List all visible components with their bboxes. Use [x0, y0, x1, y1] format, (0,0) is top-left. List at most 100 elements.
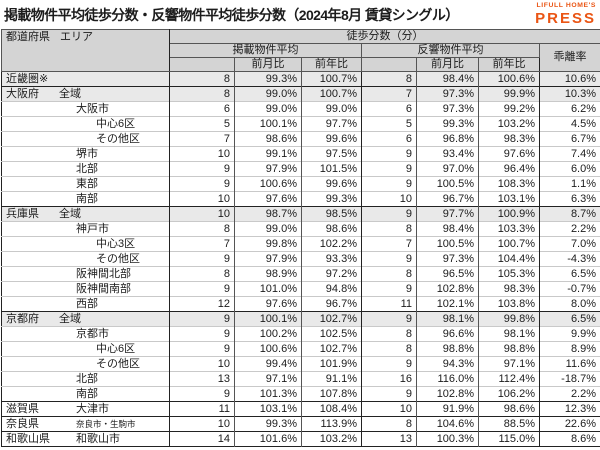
table-row: 西部 12 97.6% 96.7% 11 102.1% 103.8% 8.0% — [1, 296, 600, 312]
area-label: 中心6区 — [96, 118, 136, 130]
area-label: 西部 — [76, 298, 98, 310]
table-row: 南部 9 101.3% 107.8% 9 102.8% 106.2% 2.2% — [1, 386, 600, 402]
listed-mom-cell: 97.1% — [234, 371, 302, 387]
deviation-rate-cell: 22.6% — [538, 416, 600, 432]
listed-yoy-cell: 98.6% — [301, 221, 362, 237]
area-label: 南部 — [76, 193, 98, 205]
deviation-rate-cell: 6.3% — [538, 191, 600, 207]
area-cell: 堺市 — [2, 147, 170, 162]
response-yoy-cell: 99.2% — [478, 101, 540, 117]
listed-yoy-cell: 100.7% — [301, 86, 362, 102]
logo-brand-main: PRESS — [535, 9, 596, 27]
response-mom-cell: 97.0% — [416, 161, 479, 177]
table-row: 滋賀県 大津市 11 103.1% 108.4% 10 91.9% 98.6% 12.3% — [1, 401, 600, 417]
deviation-rate-cell: 4.5% — [538, 116, 600, 132]
listed-mom-cell: 99.3% — [234, 416, 302, 432]
listed-avg-cell: 5 — [169, 116, 235, 132]
response-yoy-cell: 97.6% — [478, 146, 540, 162]
table-row: 北部 13 97.1% 91.1% 16 116.0% 112.4% -18.7% — [1, 371, 600, 387]
area-cell: 近畿圏※ — [1, 71, 170, 87]
response-yoy-cell: 99.9% — [478, 86, 540, 102]
deviation-rate-cell: 8.7% — [538, 206, 600, 222]
deviation-rate-cell: 12.3% — [538, 401, 600, 417]
listed-yoy-cell: 102.7% — [301, 341, 362, 357]
table-row: 和歌山県 和歌山市 14 101.6% 103.2% 13 100.3% 115.0% 8.6% — [1, 431, 600, 447]
area-label: 全域 — [59, 313, 81, 325]
header-listed-avg: 掲載物件平均 — [169, 43, 362, 58]
area-cell: 阪神間南部 — [2, 282, 170, 297]
listed-avg-cell: 12 — [169, 296, 235, 312]
listed-mom-cell: 100.1% — [234, 116, 302, 132]
listed-avg-cell: 8 — [169, 221, 235, 237]
area-cell: 南部 — [2, 192, 170, 207]
table-row: 堺市 10 99.1% 97.5% 9 93.4% 97.6% 7.4% — [1, 146, 600, 162]
response-yoy-cell: 98.8% — [478, 341, 540, 357]
listed-avg-cell: 7 — [169, 236, 235, 252]
response-yoy-cell: 96.4% — [478, 161, 540, 177]
area-label: 北部 — [76, 163, 98, 175]
listed-avg-cell: 11 — [169, 401, 235, 417]
deviation-rate-cell: 10.3% — [538, 86, 600, 102]
response-mom-cell: 97.7% — [416, 206, 479, 222]
deviation-rate-cell: 11.6% — [538, 356, 600, 372]
area-label: その他区 — [96, 358, 140, 370]
area-cell: 奈良県 奈良市・生駒市 — [2, 417, 170, 432]
response-mom-cell: 93.4% — [416, 146, 479, 162]
area-label: 奈良市・生駒市 — [76, 419, 136, 429]
listed-yoy-cell: 102.5% — [301, 326, 362, 342]
deviation-rate-cell: 2.2% — [538, 386, 600, 402]
listed-mom-cell: 99.1% — [234, 146, 302, 162]
area-cell: 北部 — [2, 372, 170, 387]
area-cell: 京都府 全域 — [1, 311, 170, 327]
listed-avg-cell: 7 — [169, 131, 235, 147]
table-row: 大阪市 6 99.0% 99.0% 6 97.3% 99.2% 6.2% — [1, 101, 600, 117]
area-label: 南部 — [76, 388, 98, 400]
response-avg-cell: 16 — [361, 371, 417, 387]
listed-yoy-cell: 96.7% — [301, 296, 362, 312]
area-label: 北部 — [76, 373, 98, 385]
listed-avg-cell: 10 — [169, 146, 235, 162]
prefecture-label: 滋賀県 — [6, 403, 39, 415]
response-mom-cell: 100.5% — [416, 176, 479, 192]
response-yoy-cell: 98.3% — [478, 131, 540, 147]
response-mom-cell: 96.8% — [416, 131, 479, 147]
listed-yoy-cell: 93.3% — [301, 251, 362, 267]
deviation-rate-cell: 8.9% — [538, 341, 600, 357]
listed-yoy-cell: 108.4% — [301, 401, 362, 417]
response-avg-cell: 9 — [361, 206, 417, 222]
listed-yoy-cell: 102.2% — [301, 236, 362, 252]
table-row: 中心6区 5 100.1% 97.7% 5 99.3% 103.2% 4.5% — [1, 116, 600, 132]
listed-yoy-cell: 99.0% — [301, 101, 362, 117]
deviation-rate-cell: 6.0% — [538, 161, 600, 177]
listed-mom-cell: 100.6% — [234, 176, 302, 192]
area-label: 阪神間南部 — [76, 283, 131, 295]
header-response-avg: 反響物件平均 — [361, 43, 540, 58]
figure-title: 掲載物件平均徒歩分数・反響物件平均徒歩分数（2024年8月 賃貸シングル） — [4, 6, 459, 23]
table-row: 北部 9 97.9% 101.5% 9 97.0% 96.4% 6.0% — [1, 161, 600, 177]
response-avg-cell: 9 — [361, 176, 417, 192]
area-label: 阪神間北部 — [76, 268, 131, 280]
listed-yoy-cell: 97.5% — [301, 146, 362, 162]
response-mom-cell: 100.3% — [416, 431, 479, 447]
listed-mom-cell: 100.1% — [234, 311, 302, 327]
response-mom-cell: 96.7% — [416, 191, 479, 207]
listed-mom-cell: 100.2% — [234, 326, 302, 342]
deviation-rate-cell: 7.0% — [538, 236, 600, 252]
deviation-rate-cell: 7.4% — [538, 146, 600, 162]
listed-yoy-cell: 97.2% — [301, 266, 362, 282]
response-avg-cell: 9 — [361, 386, 417, 402]
prefecture-label: 大阪府 — [6, 88, 39, 100]
response-mom-cell: 102.1% — [416, 296, 479, 312]
response-avg-cell: 9 — [361, 356, 417, 372]
listed-mom-cell: 97.6% — [234, 191, 302, 207]
listed-mom-cell: 101.0% — [234, 281, 302, 297]
response-yoy-cell: 100.6% — [478, 71, 540, 87]
table-row: 東部 9 100.6% 99.6% 9 100.5% 108.3% 1.1% — [1, 176, 600, 192]
response-avg-cell: 6 — [361, 101, 417, 117]
listed-avg-cell: 10 — [169, 206, 235, 222]
listed-avg-cell: 9 — [169, 251, 235, 267]
area-cell: 西部 — [2, 297, 170, 312]
table-row: 兵庫県 全域 10 98.7% 98.5% 9 97.7% 100.9% 8.7% — [1, 206, 600, 222]
listed-avg-cell: 13 — [169, 371, 235, 387]
